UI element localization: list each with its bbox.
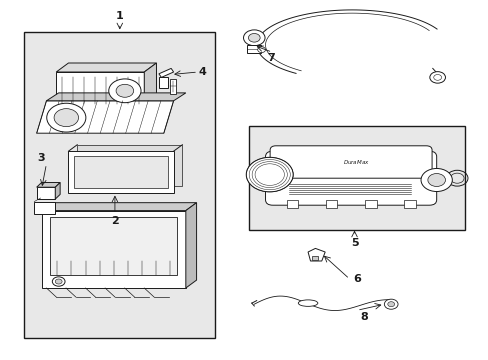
Text: 4: 4: [199, 67, 206, 77]
Text: 3: 3: [38, 153, 45, 163]
Bar: [311, 256, 317, 260]
Polygon shape: [41, 203, 196, 211]
Polygon shape: [37, 183, 60, 187]
Bar: [24, 32, 215, 338]
Bar: [169, 79, 176, 94]
Text: 2: 2: [111, 216, 119, 226]
Bar: [286, 200, 298, 208]
Polygon shape: [46, 93, 185, 101]
Ellipse shape: [298, 300, 317, 306]
Polygon shape: [37, 187, 55, 199]
Polygon shape: [77, 145, 182, 186]
Polygon shape: [307, 248, 325, 261]
Polygon shape: [56, 72, 144, 104]
Text: 1: 1: [116, 11, 123, 21]
FancyBboxPatch shape: [269, 146, 431, 178]
Polygon shape: [74, 156, 167, 188]
Polygon shape: [50, 217, 177, 275]
Polygon shape: [55, 183, 60, 199]
Circle shape: [384, 299, 397, 309]
Circle shape: [246, 157, 293, 192]
Circle shape: [108, 79, 141, 103]
Text: 7: 7: [267, 53, 275, 63]
Circle shape: [52, 277, 65, 286]
Polygon shape: [56, 63, 156, 72]
Polygon shape: [37, 101, 173, 133]
Polygon shape: [159, 77, 167, 88]
Circle shape: [257, 47, 265, 53]
Text: 8: 8: [360, 312, 367, 322]
FancyBboxPatch shape: [265, 151, 436, 205]
Circle shape: [420, 168, 451, 192]
Polygon shape: [159, 68, 173, 77]
Polygon shape: [34, 202, 55, 214]
Circle shape: [47, 103, 86, 132]
Bar: [364, 200, 376, 208]
Bar: [246, 45, 260, 53]
Polygon shape: [41, 211, 185, 288]
Circle shape: [427, 174, 445, 186]
Text: 5: 5: [350, 238, 358, 248]
Circle shape: [55, 279, 62, 284]
Polygon shape: [185, 203, 196, 288]
Bar: [249, 126, 464, 230]
Bar: [325, 200, 337, 208]
Polygon shape: [144, 63, 156, 104]
Text: 6: 6: [352, 274, 360, 284]
Text: Dura$\it{Max}$: Dura$\it{Max}$: [342, 158, 368, 166]
Circle shape: [387, 302, 394, 307]
Circle shape: [54, 109, 79, 127]
Circle shape: [243, 30, 264, 46]
Circle shape: [116, 84, 133, 97]
Bar: [403, 200, 415, 208]
Polygon shape: [68, 151, 173, 193]
Circle shape: [429, 72, 445, 83]
Circle shape: [248, 33, 260, 42]
